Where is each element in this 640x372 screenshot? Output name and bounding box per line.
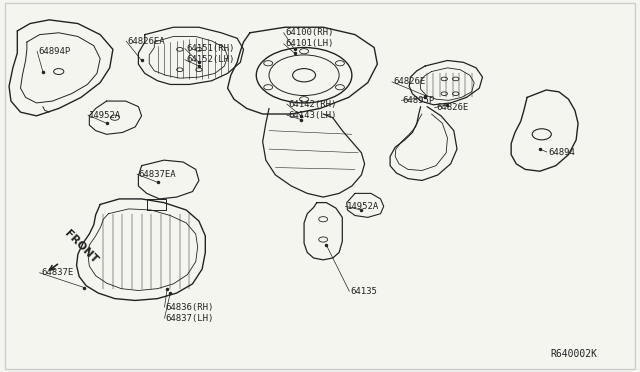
Text: 64135: 64135 (351, 287, 378, 296)
Text: 64826E: 64826E (436, 103, 468, 112)
Text: R640002K: R640002K (550, 349, 597, 359)
Text: 64836(RH): 64836(RH) (166, 302, 214, 312)
Text: 64826E: 64826E (394, 77, 426, 86)
Text: 64895P: 64895P (403, 96, 435, 105)
Text: 64826EA: 64826EA (127, 37, 165, 46)
Text: FRONT: FRONT (50, 228, 100, 270)
Text: 14952A: 14952A (90, 110, 122, 120)
Text: 64151(RH): 64151(RH) (186, 44, 234, 53)
Text: 64894P: 64894P (38, 47, 70, 56)
Text: 64837(LH): 64837(LH) (166, 314, 214, 323)
Text: 64894: 64894 (548, 148, 575, 157)
Text: 64101(LH): 64101(LH) (285, 39, 333, 48)
Text: 14952A: 14952A (347, 202, 379, 211)
Text: 64837EA: 64837EA (138, 170, 176, 179)
Text: 64142(RH): 64142(RH) (288, 100, 337, 109)
Text: 64837E: 64837E (41, 268, 73, 277)
Text: 64152(LH): 64152(LH) (186, 55, 234, 64)
Text: 64143(LH): 64143(LH) (288, 110, 337, 120)
Text: 64100(RH): 64100(RH) (285, 28, 333, 37)
